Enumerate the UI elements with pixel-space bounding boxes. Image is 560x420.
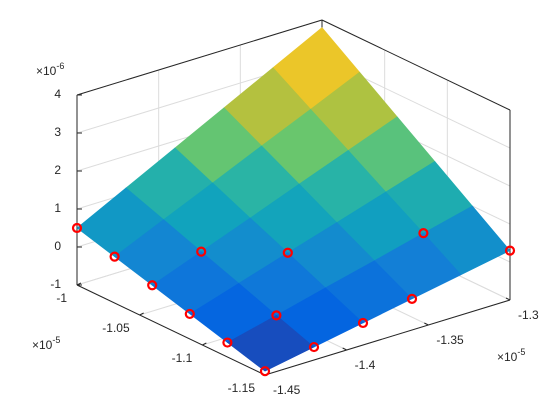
x-tick-label: -1.1 <box>172 351 193 365</box>
y-tick <box>505 297 511 301</box>
y-tick-label: -1.4 <box>355 358 376 372</box>
z-tick-label: -1 <box>50 277 61 291</box>
axis-box <box>264 299 511 376</box>
data-point <box>109 251 120 262</box>
x-tick <box>76 282 82 286</box>
y-tick-label: -1.3 <box>518 308 539 322</box>
data-point <box>282 247 293 258</box>
y-tick <box>342 347 347 351</box>
z-exponent-power: -6 <box>56 61 64 71</box>
x-tick <box>202 342 207 346</box>
data-point <box>271 310 282 321</box>
z-tick-label: 0 <box>54 239 61 253</box>
z-tick-label: 3 <box>54 125 61 139</box>
data-point <box>308 341 320 353</box>
data-point <box>147 280 158 291</box>
z-tick-label: 4 <box>54 87 61 101</box>
z-exponent: ×10-6 <box>36 61 64 78</box>
z-tick-label: 2 <box>54 163 61 177</box>
y-tick <box>424 322 429 326</box>
x-tick-label: -1.15 <box>228 381 256 395</box>
y-exponent-power: -5 <box>517 347 525 357</box>
data-point <box>418 228 429 239</box>
data-point <box>196 246 207 257</box>
surface-patch <box>226 315 315 372</box>
axis-box <box>76 19 323 96</box>
data-point <box>71 222 83 234</box>
x-tick-label: -1.05 <box>102 321 130 335</box>
axis-box <box>76 284 266 376</box>
x-exponent-base: ×10 <box>32 338 53 352</box>
data-point <box>222 337 233 348</box>
data-point <box>406 293 418 304</box>
data-point <box>357 317 369 329</box>
y-tick-label: -1.45 <box>273 383 301 397</box>
data-point <box>259 366 271 377</box>
z-exponent-base: ×10 <box>36 64 57 78</box>
x-tick <box>139 312 144 316</box>
axis-box <box>321 19 511 111</box>
data-point <box>504 245 516 256</box>
y-exponent: ×10-5 <box>497 347 525 364</box>
y-exponent-base: ×10 <box>497 350 518 364</box>
y-tick-label: -1.35 <box>436 333 464 347</box>
x-exponent-power: -5 <box>52 335 60 345</box>
z-tick-label: 1 <box>54 201 61 215</box>
x-tick-label: -1 <box>56 291 67 305</box>
x-exponent: ×10-5 <box>32 335 60 352</box>
data-point <box>184 308 195 320</box>
